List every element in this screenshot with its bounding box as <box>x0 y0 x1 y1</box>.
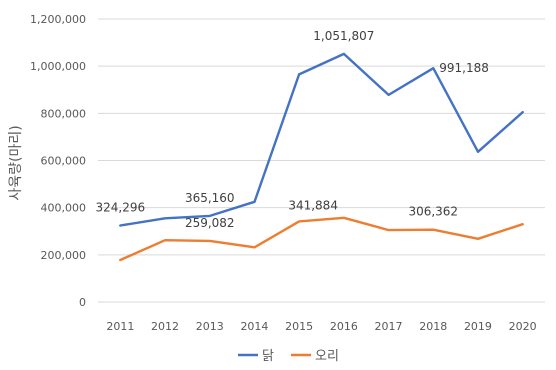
y-axis-ticks: 0 200,000 400,000 600,000 800,000 1,000,000 1,… <box>30 13 86 309</box>
x-axis-ticks: 2011 2012 2013 2014 2015 2016 2017 2018 2019 2020 <box>106 320 536 333</box>
legend: 닭 오리 <box>238 349 339 364</box>
y-tick-label: 1,000,000 <box>30 60 86 73</box>
data-label: 341,884 <box>288 198 338 212</box>
x-tick-label: 2018 <box>419 320 447 333</box>
y-tick-label: 200,000 <box>41 249 87 262</box>
data-label: 324,296 <box>96 201 146 215</box>
y-tick-label: 800,000 <box>41 107 87 120</box>
x-tick-label: 2016 <box>330 320 358 333</box>
data-label: 365,160 <box>185 191 235 205</box>
data-labels: 324,296 365,160 1,051,807 991,188 259,082 341… <box>96 29 489 230</box>
y-tick-label: 1,200,000 <box>30 13 86 26</box>
y-tick-label: 0 <box>79 296 86 309</box>
x-tick-label: 2019 <box>464 320 492 333</box>
legend-label: 닭 <box>262 349 274 364</box>
x-tick-label: 2012 <box>151 320 179 333</box>
series-line <box>119 216 524 262</box>
series-lines <box>119 52 524 262</box>
y-axis-label: 사육량(마리) <box>8 125 24 200</box>
data-label: 1,051,807 <box>313 29 374 43</box>
x-tick-label: 2011 <box>106 320 134 333</box>
series-line <box>119 52 524 227</box>
legend-label: 오리 <box>315 349 339 364</box>
x-tick-label: 2015 <box>285 320 313 333</box>
data-label: 306,362 <box>408 205 458 219</box>
x-tick-label: 2014 <box>240 320 268 333</box>
data-label: 991,188 <box>439 61 489 75</box>
gridlines <box>98 18 545 303</box>
y-tick-label: 600,000 <box>41 155 87 168</box>
x-tick-label: 2017 <box>375 320 403 333</box>
x-tick-label: 2020 <box>509 320 537 333</box>
y-tick-label: 400,000 <box>41 202 87 215</box>
data-label: 259,082 <box>185 216 235 230</box>
x-tick-label: 2013 <box>196 320 224 333</box>
